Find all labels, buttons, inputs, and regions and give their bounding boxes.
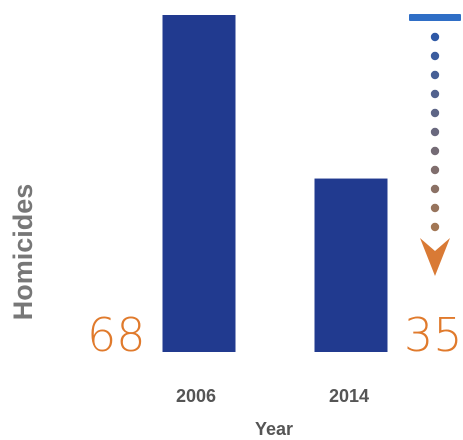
arrow-dot — [430, 89, 440, 99]
arrow-dot — [430, 127, 440, 137]
x-axis-label: Year — [255, 419, 293, 439]
arrow-dot — [430, 32, 440, 42]
arrow-dot — [430, 222, 440, 232]
arrow-dot — [430, 70, 440, 80]
arrow-head — [420, 238, 450, 276]
y-axis-label: Homicides — [8, 184, 38, 321]
bar-group — [162, 15, 388, 352]
bar-2006 — [162, 15, 236, 352]
arrow-dot — [430, 146, 440, 156]
value-label-2006: 68 — [87, 308, 146, 362]
x-tick-2006: 2006 — [176, 386, 216, 406]
dotted-down-arrow-icon — [420, 32, 450, 276]
x-tick-2014: 2014 — [329, 386, 369, 406]
arrow-dot — [430, 108, 440, 118]
bar-2014 — [314, 178, 388, 352]
reference-marker — [409, 14, 461, 21]
arrow-dot — [430, 51, 440, 61]
value-label-2014: 35 — [404, 308, 463, 362]
arrow-dot — [430, 165, 440, 175]
arrow-dot — [430, 203, 440, 213]
arrow-dot — [430, 184, 440, 194]
